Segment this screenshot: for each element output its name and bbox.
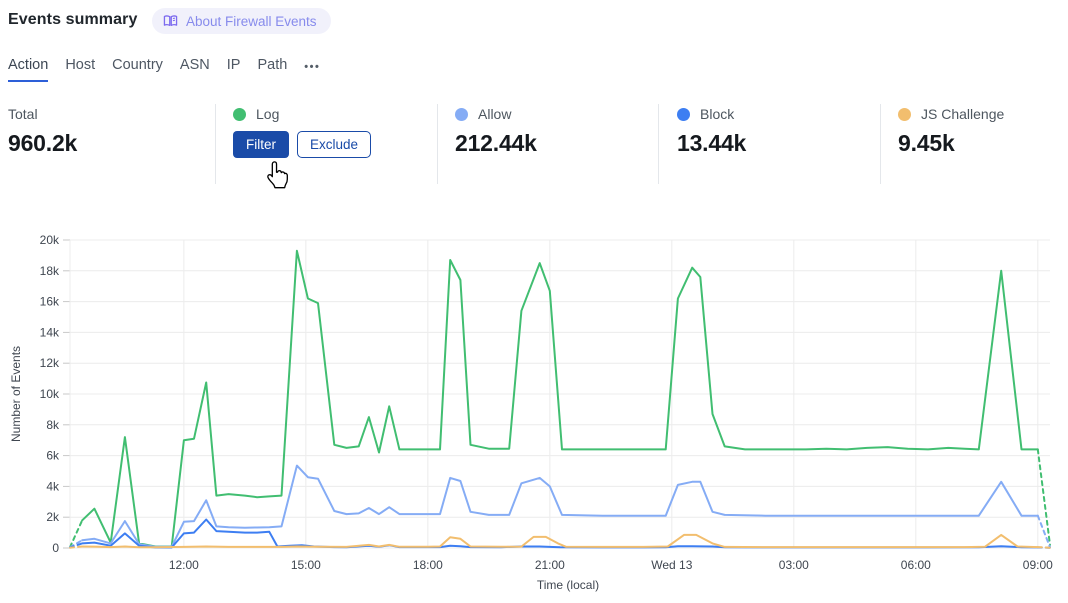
x-tick-label: 06:00	[901, 558, 931, 572]
events-time-series-chart[interactable]: 0 2k 4k 6k 8k 10k 12k 14k 16k 18k 20k 12:00 15:00 18:…	[0, 230, 1068, 598]
y-tick-label: 10k	[40, 387, 60, 401]
log-legend-dot-icon	[233, 108, 246, 121]
y-tick-label: 20k	[40, 233, 60, 247]
exclude-button[interactable]: Exclude	[297, 131, 371, 158]
stat-label: Block	[700, 106, 734, 122]
chart-svg[interactable]: 0 2k 4k 6k 8k 10k 12k 14k 16k 18k 20k 12:00 15:00 18:…	[0, 230, 1068, 598]
x-tick-label: 15:00	[291, 558, 321, 572]
x-tick-label: 09:00	[1023, 558, 1053, 572]
y-tick-label: 2k	[46, 510, 60, 524]
stat-divider	[437, 104, 438, 184]
stat-card-allow: Allow 212.44k	[455, 106, 537, 157]
stat-label: JS Challenge	[921, 106, 1004, 122]
js-challenge-series-line	[82, 535, 1038, 547]
x-axis-title: Time (local)	[537, 578, 599, 592]
y-tick-label: 0	[52, 541, 59, 555]
stat-card-log: Log Filter Exclude	[233, 106, 371, 158]
x-tick-label: Wed 13	[651, 558, 692, 572]
y-axis-title: Number of Events	[9, 346, 23, 442]
tab-ip[interactable]: IP	[227, 57, 241, 82]
allow-series-line	[82, 466, 1038, 547]
tab-host[interactable]: Host	[65, 57, 95, 82]
stat-card-total: Total 960.2k	[8, 106, 77, 157]
stat-card-js-challenge: JS Challenge 9.45k	[898, 106, 1004, 157]
tab-asn[interactable]: ASN	[180, 57, 210, 82]
y-tick-label: 8k	[46, 418, 60, 432]
x-tick-label: 12:00	[169, 558, 199, 572]
y-tick-label: 16k	[40, 295, 60, 309]
page-title: Events summary	[8, 11, 137, 29]
stat-label: Allow	[478, 106, 511, 122]
stat-value: 212.44k	[455, 130, 537, 157]
tab-action[interactable]: Action	[8, 57, 48, 82]
x-tick-label: 18:00	[413, 558, 443, 572]
stat-divider	[658, 104, 659, 184]
allow-legend-dot-icon	[455, 108, 468, 121]
stat-divider	[215, 104, 216, 184]
tabs-more-button[interactable]: •••	[304, 61, 320, 82]
y-tick-label: 18k	[40, 264, 60, 278]
tab-path[interactable]: Path	[257, 57, 287, 82]
y-tick-label: 6k	[46, 449, 60, 463]
x-tick-label: 03:00	[779, 558, 809, 572]
about-firewall-events-badge[interactable]: About Firewall Events	[152, 8, 331, 34]
stat-value: 13.44k	[677, 130, 746, 157]
stat-label: Log	[256, 106, 279, 122]
y-tick-label: 14k	[40, 325, 60, 339]
total-value: 960.2k	[8, 130, 77, 157]
tab-country[interactable]: Country	[112, 57, 163, 82]
filter-button[interactable]: Filter	[233, 131, 289, 158]
y-tick-label: 12k	[40, 356, 60, 370]
stat-value: 9.45k	[898, 130, 1004, 157]
stat-card-block: Block 13.44k	[677, 106, 746, 157]
js-challenge-legend-dot-icon	[898, 108, 911, 121]
x-tick-label: 21:00	[535, 558, 565, 572]
total-label: Total	[8, 106, 38, 122]
block-legend-dot-icon	[677, 108, 690, 121]
chart-series	[70, 251, 1050, 548]
about-badge-label: About Firewall Events	[186, 14, 317, 29]
stat-divider	[880, 104, 881, 184]
dimension-tabs: Action Host Country ASN IP Path •••	[8, 57, 320, 82]
book-icon	[163, 14, 178, 28]
mouse-cursor-hand-icon	[262, 158, 292, 192]
log-series-line	[82, 251, 1038, 547]
y-tick-label: 4k	[46, 479, 60, 493]
